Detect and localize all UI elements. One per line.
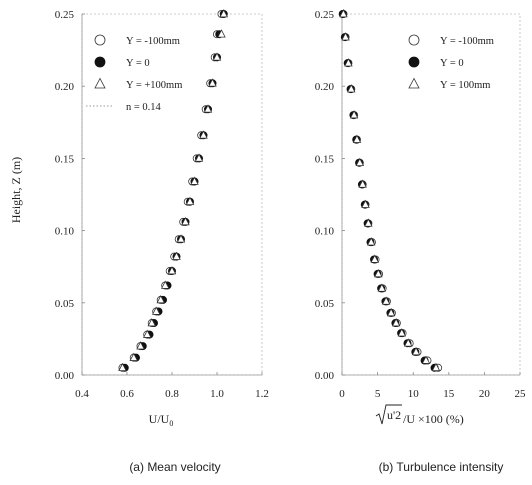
data-point <box>339 9 348 18</box>
y-tick-label: 0.25 <box>315 9 335 21</box>
data-point <box>346 84 356 93</box>
data-point <box>397 328 407 337</box>
sqrt-symbol <box>375 404 402 425</box>
x-tick-label: 0.4 <box>75 388 89 400</box>
y-tick-label: 0.05 <box>55 298 75 310</box>
y-tick-label: 0.15 <box>315 153 335 165</box>
x-tick-label: 0.8 <box>165 388 179 400</box>
data-point <box>176 234 186 243</box>
data-point <box>156 294 166 304</box>
data-point <box>219 9 229 18</box>
x-tick-label: 1.0 <box>210 388 224 400</box>
x-axis-title-b: u'2 /U ×100 (%) <box>375 404 464 426</box>
legend-marker <box>408 56 420 68</box>
data-point <box>118 362 127 372</box>
y-tick-label: 0.00 <box>315 370 335 382</box>
data-point <box>349 110 359 119</box>
data-point <box>199 130 208 139</box>
plot-frame-a <box>81 13 263 376</box>
data-point <box>361 199 370 208</box>
legend-label: Y = +100mm <box>126 80 182 91</box>
data-point <box>411 346 421 356</box>
y-tick-label: 0.00 <box>55 370 75 382</box>
y-tick-label: 0.20 <box>315 81 335 93</box>
x-tick-label: 0 <box>339 388 345 400</box>
legend-label: Y = -100mm <box>126 36 180 47</box>
data-point <box>421 355 431 364</box>
y-tick-label: 0.05 <box>315 298 335 310</box>
data-point <box>341 32 350 41</box>
y-tick-label: 0.10 <box>55 226 75 238</box>
legend-marker <box>94 77 106 89</box>
caption-b: (b) Turbulence intensity <box>379 460 504 474</box>
data-point <box>167 266 177 275</box>
data-point <box>151 306 161 315</box>
legend-b: Y = -100mm Y = 0 Y = 100mm <box>408 34 494 91</box>
data-point <box>172 251 181 260</box>
caption-a: (a) Mean velocity <box>129 460 220 474</box>
legend-marker <box>94 56 106 68</box>
data-point <box>160 280 170 289</box>
y-tick-label: 0.15 <box>55 153 75 165</box>
data-point <box>181 216 190 226</box>
x-tick-label: 15 <box>443 388 455 400</box>
data-point <box>129 352 139 361</box>
data-point <box>352 134 362 143</box>
x-tick-label: 20 <box>479 388 491 400</box>
data-point <box>370 254 380 263</box>
data-point <box>147 318 157 327</box>
svg-text:/U ×100 (%): /U ×100 (%) <box>403 412 464 426</box>
legend-marker <box>408 77 420 89</box>
y-tick-label: 0.20 <box>55 81 75 93</box>
svg-text:u'2: u'2 <box>387 408 401 422</box>
x-tick-label: 10 <box>408 388 420 400</box>
data-point <box>381 296 391 305</box>
legend-label: Y = 100mm <box>440 80 490 91</box>
legend-label: Y = 0 <box>126 58 150 69</box>
legend-label: n = 0.14 <box>126 102 162 113</box>
legend-label: Y = 0 <box>440 58 464 69</box>
panel-mean-velocity: 0.00 0.05 0.10 0.15 0.20 0.25 0.4 0.6 0.8 1.0 1.2… <box>55 9 269 474</box>
legend-a: Y = -100mm Y = 0 Y = +100mm n = 0.14 <box>86 34 182 113</box>
data-point <box>386 307 396 317</box>
plot-frame-b <box>341 13 521 376</box>
x-tick-label: 25 <box>515 388 527 400</box>
data-point <box>358 179 367 188</box>
data-point <box>142 329 152 338</box>
data-point <box>194 153 204 162</box>
y-axis-title: Height, Z (m) <box>9 157 23 223</box>
x-tick-label: 5 <box>375 388 381 400</box>
data-point <box>355 157 365 167</box>
legend-marker <box>408 34 420 46</box>
data-point <box>377 283 387 292</box>
data-point <box>366 237 376 246</box>
data-point <box>344 58 353 67</box>
data-point <box>217 29 226 38</box>
data-point <box>208 78 217 87</box>
data-point <box>391 318 401 327</box>
data-point <box>364 218 373 227</box>
panel-turbulence-intensity: 0.00 0.05 0.10 0.15 0.20 0.25 0 5 10 15 20 25 Y = … <box>315 9 526 474</box>
data-point <box>185 196 195 206</box>
data-point <box>203 104 213 113</box>
data-point <box>190 176 199 185</box>
data-point <box>212 52 222 61</box>
x-tick-label: 0.6 <box>120 388 134 400</box>
legend-label: Y = -100mm <box>440 36 494 47</box>
data-point <box>403 338 413 347</box>
y-tick-label: 0.25 <box>55 9 75 21</box>
x-axis-title-a: U/U0 <box>149 412 174 428</box>
y-tick-label: 0.10 <box>315 226 335 238</box>
legend-marker <box>94 34 106 46</box>
x-tick-label: 1.2 <box>255 388 269 400</box>
data-point <box>431 362 441 372</box>
data-point <box>136 341 145 350</box>
data-point <box>374 268 383 278</box>
